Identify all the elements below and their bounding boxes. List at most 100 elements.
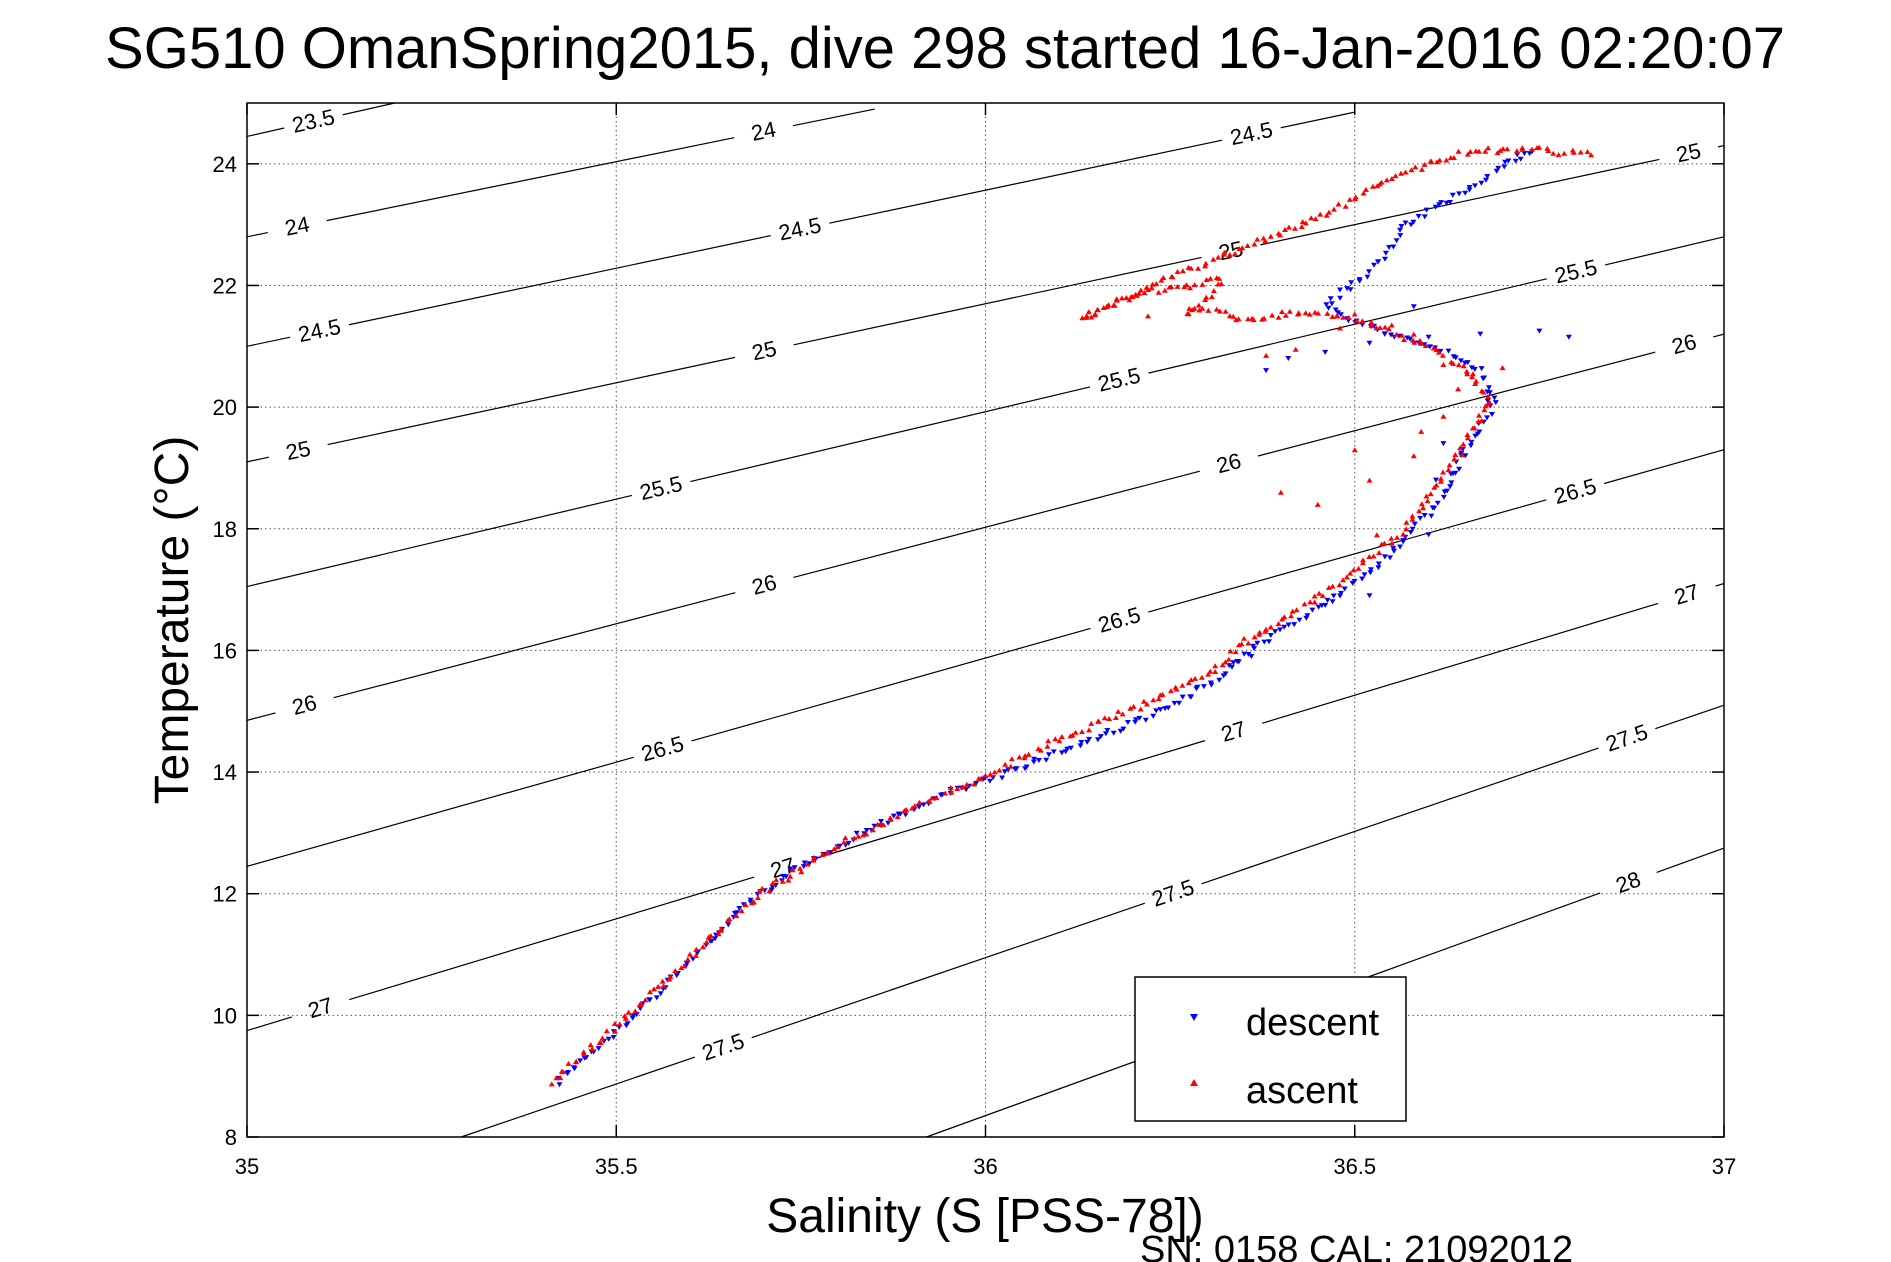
- ascent-point: [1467, 149, 1474, 154]
- ascent-point: [1239, 245, 1246, 251]
- ascent-point: [1430, 345, 1437, 351]
- contour-label: 26: [289, 690, 319, 720]
- ascent-point: [1482, 148, 1489, 154]
- ascent-point: [1106, 716, 1113, 721]
- descent-point: [1133, 717, 1139, 723]
- ascent-point: [1126, 297, 1133, 303]
- descent-point: [1216, 677, 1223, 683]
- descent-point: [1267, 633, 1274, 638]
- ascent-point: [855, 833, 862, 839]
- descent-point: [1425, 532, 1432, 538]
- descent-point: [708, 938, 715, 944]
- descent-point: [565, 1070, 572, 1075]
- descent-point: [1536, 328, 1543, 334]
- descent-point: [571, 1066, 578, 1072]
- descent-point: [768, 887, 775, 893]
- ascent-point: [1302, 310, 1309, 316]
- ascent-point: [1388, 540, 1395, 546]
- descent-point: [1235, 659, 1242, 665]
- contour-segment: [246, 494, 633, 588]
- descent-point: [1390, 546, 1397, 552]
- descent-point: [605, 1036, 612, 1042]
- descent-point: [736, 906, 743, 911]
- descent-point: [1478, 366, 1485, 372]
- contour-segment: [246, 712, 276, 721]
- y-tick-label: 8: [225, 1125, 237, 1150]
- descent-point: [1281, 624, 1288, 630]
- descent-point: [1478, 180, 1485, 186]
- ascent-point: [1133, 292, 1140, 298]
- descent-point: [1323, 302, 1330, 308]
- ascent-point: [1232, 649, 1239, 655]
- ascent-point: [1422, 343, 1429, 348]
- ascent-point: [954, 786, 961, 791]
- descent-point: [610, 1035, 617, 1040]
- descent-point: [1421, 513, 1428, 518]
- ascent-point: [1497, 147, 1504, 153]
- ascent-point: [1416, 337, 1423, 343]
- contour-segment: [1715, 582, 1725, 587]
- ascent-point: [1455, 148, 1462, 154]
- ascent-point: [647, 989, 653, 995]
- ascent-point: [718, 926, 725, 932]
- descent-point: [1466, 187, 1473, 193]
- ascent-point: [1329, 314, 1336, 319]
- ascent-point: [1392, 173, 1399, 179]
- descent-point: [1417, 515, 1424, 521]
- descent-point: [1431, 505, 1438, 511]
- ascent-point: [1440, 413, 1447, 419]
- ascent-point: [1088, 720, 1095, 726]
- ascent-point: [1368, 319, 1375, 325]
- ascent-point: [1331, 206, 1337, 212]
- descent-point: [1448, 480, 1455, 486]
- ascent-point: [756, 888, 763, 894]
- descent-point: [1456, 466, 1463, 472]
- descent-point: [1241, 651, 1248, 657]
- descent-point: [1521, 151, 1528, 156]
- ascent-point: [959, 784, 966, 790]
- ascent-point: [880, 822, 887, 828]
- contour-segment: [1201, 747, 1599, 885]
- contour-segment: [792, 108, 875, 127]
- descent-point: [1408, 222, 1415, 228]
- y-tick-label: 18: [213, 517, 237, 542]
- ascent-point: [1451, 456, 1458, 462]
- descent-point: [1428, 513, 1435, 519]
- ascent-point: [1288, 613, 1295, 619]
- descent-point: [1481, 375, 1488, 381]
- ascent-point: [1158, 277, 1165, 283]
- ascent-point: [1277, 232, 1284, 238]
- ascent-point: [1215, 254, 1222, 260]
- descent-point: [1366, 269, 1372, 275]
- descent-point: [1171, 700, 1178, 706]
- ascent-point: [1457, 445, 1464, 451]
- ascent-point: [851, 835, 858, 841]
- ascent-point: [933, 795, 940, 801]
- descent-point: [1058, 750, 1065, 756]
- ascent-point: [1148, 285, 1155, 291]
- ascent-point: [1286, 308, 1293, 314]
- descent-point: [902, 812, 909, 818]
- legend-ascent-marker: [1190, 1079, 1198, 1086]
- ascent-point: [1504, 146, 1511, 152]
- descent-point: [787, 866, 794, 872]
- ascent-point: [1529, 146, 1535, 152]
- y-tick-label: 12: [213, 882, 237, 907]
- descent-point: [1393, 238, 1400, 244]
- ascent-point: [1347, 570, 1354, 576]
- descent-point: [1277, 627, 1283, 633]
- descent-point: [1441, 489, 1448, 495]
- ascent-point: [1437, 475, 1444, 481]
- descent-point: [577, 1058, 584, 1064]
- descent-point: [1194, 684, 1201, 690]
- contour-segment: [246, 756, 634, 867]
- ascent-point: [1181, 284, 1188, 290]
- descent-point: [1296, 617, 1303, 623]
- descent-point: [1329, 599, 1336, 605]
- ascent-point: [1267, 624, 1274, 630]
- descent-point: [1397, 227, 1403, 233]
- contour-label: 26: [749, 569, 779, 599]
- ascent-point: [1282, 227, 1288, 232]
- descent-point: [684, 960, 691, 966]
